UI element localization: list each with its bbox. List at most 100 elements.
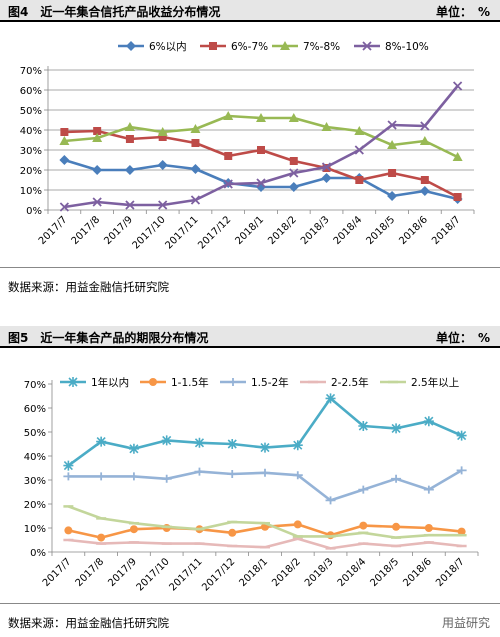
data-point	[92, 197, 102, 207]
data-point	[420, 121, 430, 131]
data-point	[321, 122, 332, 131]
data-point	[228, 528, 237, 537]
data-point	[158, 200, 168, 210]
data-point	[457, 527, 466, 536]
figure-4-title: 图4 近一年集合信托产品收益分布情况	[8, 5, 221, 19]
data-point	[256, 113, 266, 122]
legend: 6%以内 6%-7% 7%-8% 8%-10%	[118, 40, 429, 53]
data-point	[59, 155, 70, 165]
y-tick-label: 30%	[24, 476, 46, 487]
term-distribution-chart: 0%10%20%30%40%50%60%70%2017/7 2017/8 2017/…	[24, 376, 479, 593]
data-point	[227, 470, 238, 478]
series-3	[59, 111, 463, 161]
y-tick-label: 20%	[20, 166, 42, 177]
data-point	[391, 474, 402, 483]
series-5	[63, 505, 467, 539]
data-point	[292, 471, 303, 480]
data-point	[124, 165, 135, 175]
data-point	[288, 182, 299, 192]
data-point	[157, 160, 168, 170]
legend-label: 6%-7%	[231, 41, 268, 53]
data-point	[224, 152, 233, 160]
data-point	[325, 393, 336, 404]
legend-marker	[149, 378, 157, 386]
y-tick-label: 70%	[20, 66, 42, 77]
data-point	[63, 472, 74, 481]
series-3	[63, 466, 467, 505]
x-tick-label: 2017/8	[74, 556, 107, 589]
data-point	[288, 113, 299, 122]
figure-5-source: 数据来源：用益金融信托研究院	[8, 616, 169, 630]
x-tick-label: 2017/10	[131, 214, 168, 251]
legend-item: 1年以内	[60, 376, 129, 389]
series-2	[64, 520, 466, 542]
series-line	[64, 158, 458, 201]
data-point	[92, 133, 103, 142]
data-point	[355, 176, 364, 184]
data-point	[387, 120, 397, 130]
data-point	[456, 466, 467, 475]
data-point	[260, 442, 270, 453]
series-1	[59, 155, 463, 204]
data-point	[92, 165, 103, 175]
data-point	[321, 173, 332, 183]
data-point	[456, 430, 467, 441]
x-tick-label: 2017/7	[41, 556, 74, 589]
data-point	[452, 152, 463, 161]
data-point	[453, 193, 462, 201]
y-tick-label: 50%	[20, 106, 42, 117]
figure-5-unit: 单位： %	[435, 331, 490, 345]
data-point	[391, 423, 402, 434]
series-line	[67, 397, 463, 467]
data-point	[59, 136, 70, 145]
x-tick-label: 2018/7	[430, 214, 463, 247]
legend-item: 1.5-2年	[220, 376, 289, 389]
legend-label: 1.5-2年	[251, 376, 289, 389]
legend-marker	[68, 377, 78, 387]
y-tick-label: 40%	[24, 452, 46, 463]
legend-item: 1-1.5年	[140, 376, 209, 389]
figure-4-unit: 单位： %	[435, 5, 490, 19]
data-point	[125, 135, 134, 143]
x-tick-label: 2018/2	[270, 556, 303, 589]
data-point	[93, 127, 102, 135]
x-tick-label: 2017/7	[37, 214, 70, 247]
x-tick-label: 2018/5	[369, 556, 402, 589]
data-point	[392, 522, 401, 531]
data-point	[194, 467, 205, 476]
data-point	[158, 133, 167, 141]
data-point	[128, 472, 139, 481]
y-tick-label: 0%	[26, 206, 42, 217]
data-point	[190, 164, 201, 174]
legend-item: 6%-7%	[200, 41, 268, 53]
data-point	[60, 128, 69, 136]
data-point	[223, 111, 234, 120]
data-point	[96, 436, 107, 447]
data-point	[125, 200, 135, 210]
data-point	[96, 472, 107, 481]
data-point	[97, 533, 106, 542]
y-tick-label: 10%	[24, 524, 46, 535]
data-point	[64, 526, 73, 535]
x-tick-label: 2017/11	[167, 556, 204, 593]
series-1	[63, 393, 467, 471]
x-tick-label: 2018/3	[303, 556, 336, 589]
x-tick-label: 2017/11	[163, 214, 200, 251]
y-tick-label: 10%	[20, 186, 42, 197]
x-tick-label: 2017/12	[196, 214, 233, 251]
data-point	[359, 521, 368, 530]
x-tick-label: 2017/12	[200, 556, 237, 593]
x-tick-label: 2017/9	[106, 556, 139, 589]
legend-item: 6%以内	[118, 40, 187, 53]
data-point	[420, 176, 429, 184]
data-point	[419, 136, 430, 145]
data-point	[157, 127, 168, 136]
legend-label: 1年以内	[91, 376, 129, 389]
data-point	[190, 124, 201, 133]
data-point	[358, 421, 369, 431]
figure-4-source: 数据来源：用益金融信托研究院	[8, 280, 169, 294]
data-point	[289, 168, 299, 178]
legend-label: 8%-10%	[385, 41, 429, 53]
data-point	[257, 146, 265, 154]
